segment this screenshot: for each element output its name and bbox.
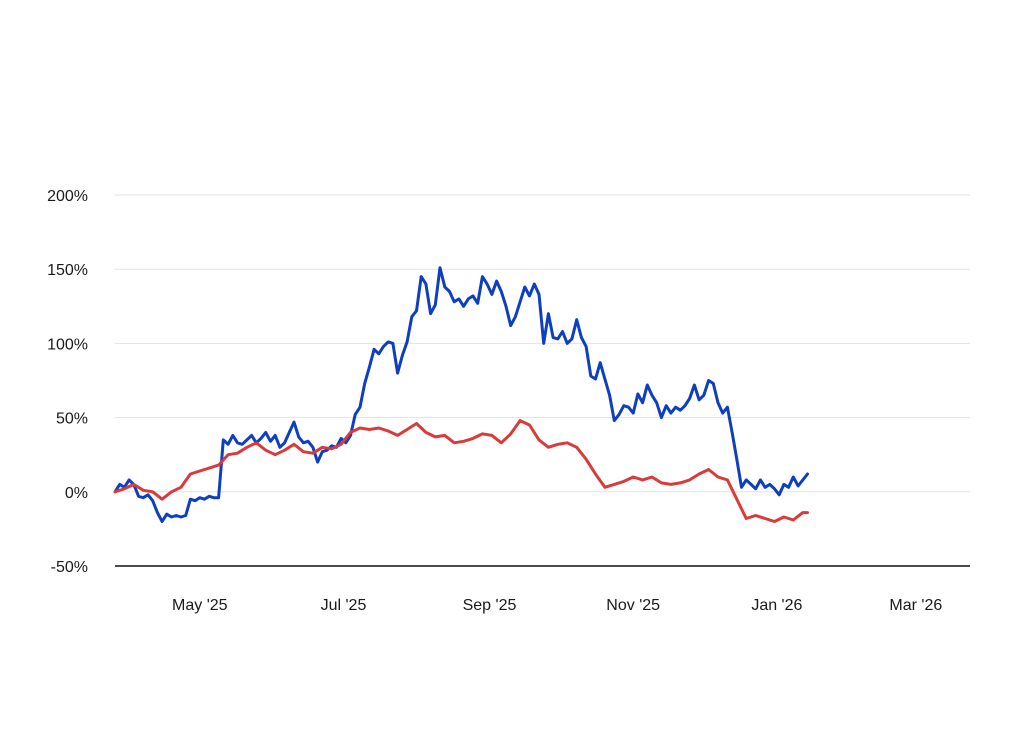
x-tick-label: Jan '26 [751, 597, 802, 614]
series-line-1 [113, 266, 809, 523]
y-tick-label: 50% [56, 411, 88, 428]
x-tick-label: Sep '25 [463, 597, 517, 614]
y-tick-label: 0% [65, 485, 88, 502]
y-axis-tick-labels: 200% 150% 100% 50% 0% -50% [47, 188, 88, 576]
x-axis-tick-labels: May '25 Jul '25 Sep '25 Nov '25 Jan '26 Mar '… [172, 597, 942, 614]
x-tick-label: May '25 [172, 597, 228, 614]
x-tick-label: Mar '26 [889, 597, 942, 614]
x-tick-label: Jul '25 [321, 597, 367, 614]
series-lines [113, 266, 809, 523]
y-tick-label: 100% [47, 336, 88, 353]
y-tick-label: 150% [47, 262, 88, 279]
y-tick-label: -50% [51, 559, 88, 576]
series-line-2 [113, 419, 809, 523]
x-tick-label: Nov '25 [606, 597, 660, 614]
y-tick-label: 200% [47, 188, 88, 205]
